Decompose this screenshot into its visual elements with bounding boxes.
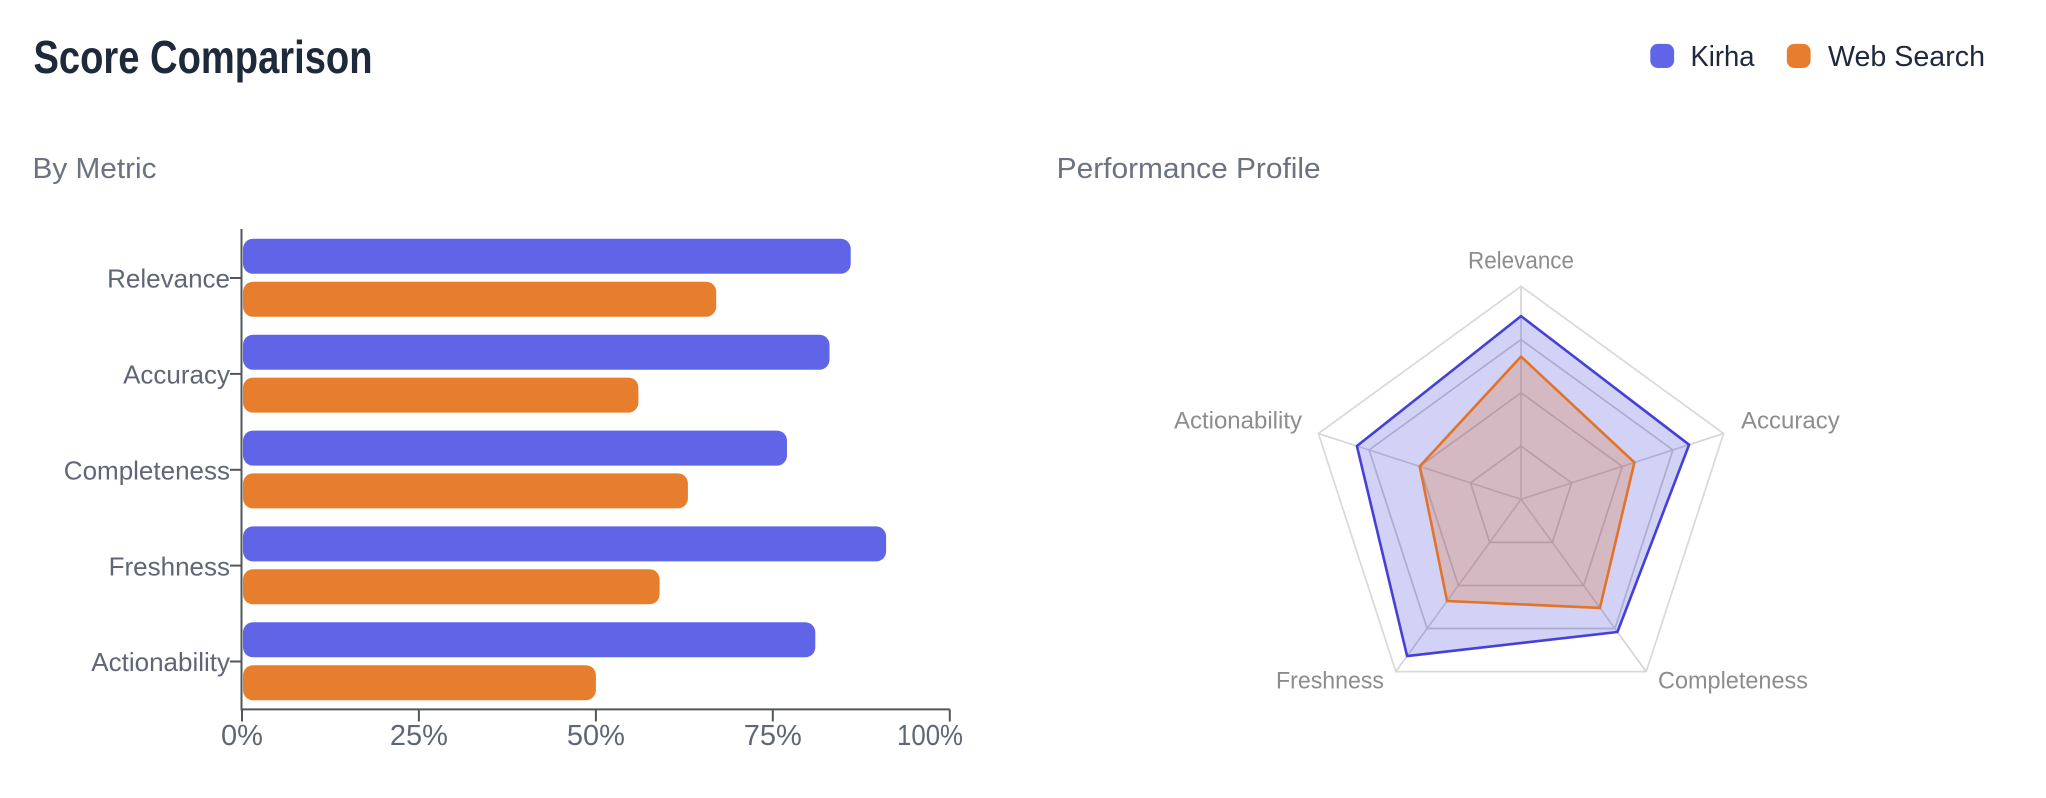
svg-text:50%: 50% (567, 720, 625, 752)
svg-text:0%: 0% (221, 720, 263, 752)
svg-text:Completeness: Completeness (64, 455, 230, 485)
svg-text:Kirha: Kirha (1691, 41, 1756, 73)
svg-text:Performance Profile: Performance Profile (1057, 153, 1321, 185)
svg-text:Freshness: Freshness (1276, 668, 1384, 695)
svg-text:By Metric: By Metric (33, 153, 157, 185)
svg-text:25%: 25% (390, 720, 448, 752)
svg-text:Actionability: Actionability (1174, 408, 1302, 435)
svg-text:Relevance: Relevance (107, 264, 230, 294)
svg-text:Freshness: Freshness (109, 551, 230, 581)
svg-text:Accuracy: Accuracy (123, 360, 230, 390)
svg-text:Completeness: Completeness (1658, 668, 1808, 695)
svg-text:Accuracy: Accuracy (1741, 408, 1840, 435)
svg-text:Actionability: Actionability (91, 647, 230, 677)
svg-text:75%: 75% (744, 720, 802, 752)
svg-text:Relevance: Relevance (1468, 248, 1574, 275)
svg-text:Web Search: Web Search (1828, 41, 1985, 73)
svg-text:100%: 100% (897, 720, 963, 752)
svg-text:Score Comparison: Score Comparison (34, 31, 373, 83)
